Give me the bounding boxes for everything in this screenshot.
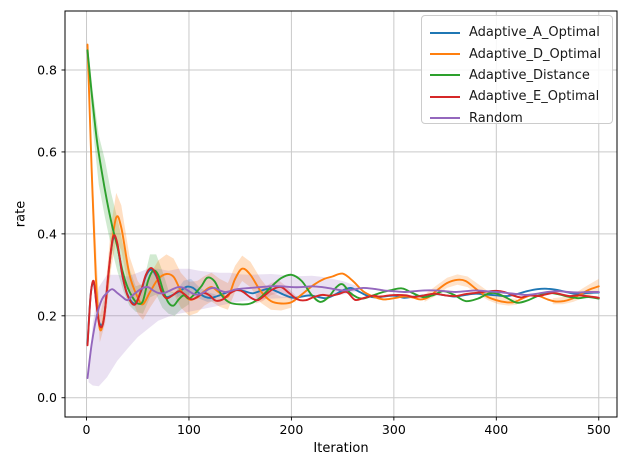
legend-line-swatch	[430, 53, 460, 56]
confidence-band-Adaptive_D_Optimal_ci_early	[87, 38, 292, 343]
series-line-Adaptive_Distance	[86, 49, 600, 307]
y-tick-label: 0.2	[37, 308, 57, 323]
x-tick-label: 400	[484, 422, 508, 437]
legend-line-swatch	[430, 31, 460, 34]
legend-item-Adaptive_A_Optimal: Adaptive_A_Optimal	[430, 22, 612, 43]
legend-line-swatch	[430, 117, 460, 120]
x-tick-label: 100	[177, 422, 201, 437]
y-tick-label: 0.6	[37, 144, 57, 159]
confidence-band-Random_ci	[88, 268, 358, 387]
x-tick-label: 300	[382, 422, 406, 437]
y-tick-label: 0.8	[37, 62, 57, 77]
confidence-band-Adaptive_D_Optimal_ci_end	[552, 278, 599, 305]
x-tick-label: 0	[83, 422, 91, 437]
legend-label: Random	[469, 110, 523, 126]
legend-item-Adaptive_E_Optimal: Adaptive_E_Optimal	[430, 86, 612, 107]
legend-label: Adaptive_D_Optimal	[469, 46, 601, 62]
legend-label: Adaptive_E_Optimal	[469, 89, 600, 105]
legend-item-Adaptive_Distance: Adaptive_Distance	[430, 65, 612, 86]
y-tick-label: 0.0	[37, 390, 57, 405]
x-tick-label: 500	[587, 422, 611, 437]
x-axis-label: Iteration	[313, 441, 369, 456]
confidence-band-Adaptive_Distance_ci	[87, 42, 189, 316]
plot-border	[64, 10, 618, 418]
legend-label: Adaptive_A_Optimal	[469, 25, 600, 41]
y-axis-label: rate	[13, 200, 29, 228]
legend-line-swatch	[430, 95, 460, 98]
legend-item-Random: Random	[430, 108, 612, 129]
y-tick-label: 0.4	[37, 226, 57, 241]
legend: Adaptive_A_Optimal Adaptive_D_Optimal Adap…	[421, 15, 613, 125]
legend-item-Adaptive_D_Optimal: Adaptive_D_Optimal	[430, 43, 612, 64]
x-tick-label: 200	[279, 422, 303, 437]
series-line-Random	[86, 285, 600, 380]
legend-label: Adaptive_Distance	[469, 67, 590, 83]
legend-line-swatch	[430, 74, 460, 77]
